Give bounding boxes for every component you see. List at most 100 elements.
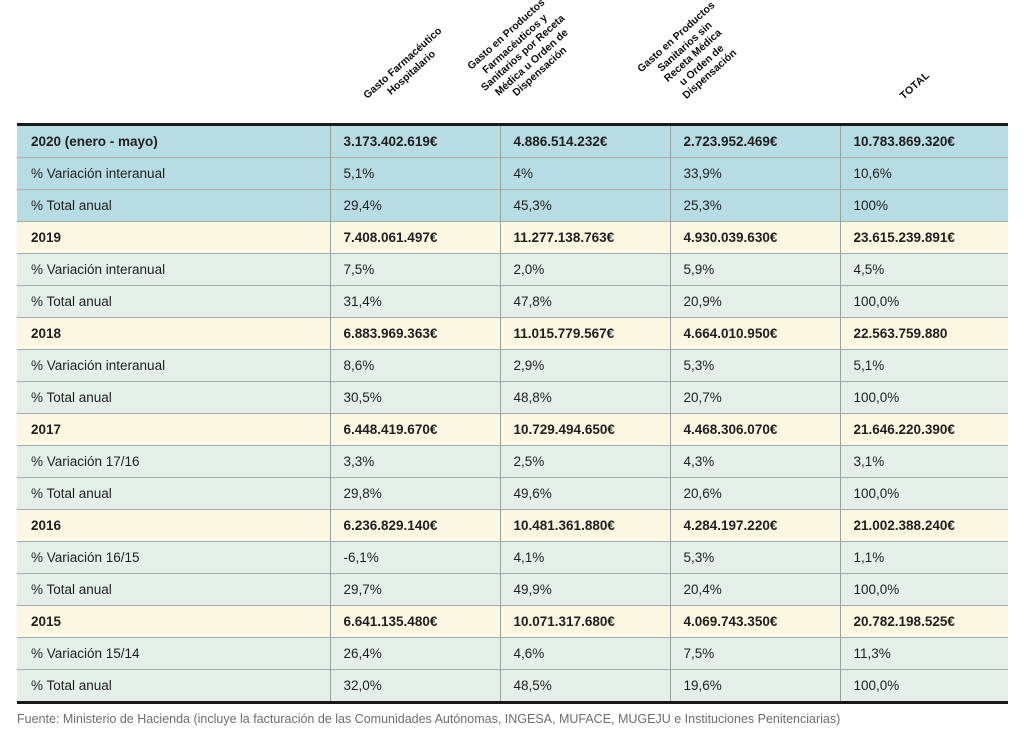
column-header-total: TOTAL [897,69,933,103]
cell-value: 8,6% [329,348,500,382]
cell-value: 7.408.061.497€ [329,220,500,254]
cell-value: 100,0% [839,573,1008,606]
row-label: % Variación 15/14 [17,637,330,670]
table-row: % Total anual 29,4% 45,3% 25,3% 100% [17,188,1008,222]
row-label: % Total anual [17,477,330,510]
cell-value: 10.783.869.320€ [839,126,1008,158]
table-row: % Variación interanual 7,5% 2,0% 5,9% 4,5% [17,252,1008,286]
cell-value: 21.002.388.240€ [839,509,1008,542]
cell-value: 100,0% [839,380,1008,414]
row-label: % Total anual [17,669,330,701]
cell-value: 2.723.952.469€ [669,126,840,158]
cell-value: 33,9% [669,156,840,190]
table-row: % Variación 16/15 -6,1% 4,1% 5,3% 1,1% [17,541,1008,574]
table-row: 2018 6.883.969.363€ 11.015.779.567€ 4.664.0… [17,316,1008,350]
cell-value: 4.468.306.070€ [669,412,840,446]
cell-value: 4.664.010.950€ [669,316,840,350]
row-label: 2016 [17,509,330,542]
cell-value: 4% [499,156,670,190]
cell-value: 10,6% [839,156,1008,190]
cell-value: 48,8% [499,380,670,414]
cell-value: 4.284.197.220€ [669,509,840,542]
cell-value: -6,1% [329,541,500,574]
cell-value: 11.277.138.763€ [499,220,670,254]
cell-value: 3.173.402.619€ [329,126,500,158]
table-row: 2017 6.448.419.670€ 10.729.494.650€ 4.468.3… [17,412,1008,446]
cell-value: 22.563.759.880 [839,316,1008,350]
row-label: % Total anual [17,188,330,222]
row-label: % Variación interanual [17,348,330,382]
cell-value: 5,3% [669,541,840,574]
cell-value: 26,4% [329,637,500,670]
cell-value: 5,9% [669,252,840,286]
cell-value: 2,5% [499,444,670,478]
cell-value: 49,9% [499,573,670,606]
cell-value: 11,3% [839,637,1008,670]
cell-value: 31,4% [329,284,500,318]
cell-value: 20,4% [669,573,840,606]
cell-value: 3,3% [329,444,500,478]
row-label: 2015 [17,605,330,638]
row-label: 2017 [17,412,330,446]
table-row: % Variación interanual 5,1% 4% 33,9% 10,6% [17,156,1008,190]
row-label: % Total anual [17,380,330,414]
table-row: % Variación 17/16 3,3% 2,5% 4,3% 3,1% [17,444,1008,478]
cell-value: 47,8% [499,284,670,318]
table-row: 2019 7.408.061.497€ 11.277.138.763€ 4.930.0… [17,220,1008,254]
cell-value: 10.481.361.880€ [499,509,670,542]
row-label: % Total anual [17,284,330,318]
cell-value: 6.641.135.480€ [329,605,500,638]
cell-value: 29,7% [329,573,500,606]
cell-value: 1,1% [839,541,1008,574]
row-label: % Variación interanual [17,252,330,286]
cell-value: 2,9% [499,348,670,382]
row-label: % Variación 17/16 [17,444,330,478]
cell-value: 48,5% [499,669,670,701]
row-label: 2019 [17,220,330,254]
cell-value: 4,5% [839,252,1008,286]
source-note: Fuente: Ministerio de Hacienda (incluye … [17,712,841,726]
cell-value: 3,1% [839,444,1008,478]
table-body: 2020 (enero - mayo) 3.173.402.619€ 4.886.5… [17,126,1008,701]
cell-value: 11.015.779.567€ [499,316,670,350]
table-row: 2016 6.236.829.140€ 10.481.361.880€ 4.284.1… [17,509,1008,542]
cell-value: 2,0% [499,252,670,286]
cell-value: 4,6% [499,637,670,670]
cell-value: 4.069.743.350€ [669,605,840,638]
table-row: % Total anual 30,5% 48,8% 20,7% 100,0% [17,380,1008,414]
cell-value: 6.883.969.363€ [329,316,500,350]
row-label: % Variación 16/15 [17,541,330,574]
cell-value: 100,0% [839,477,1008,510]
table-row: % Total anual 29,8% 49,6% 20,6% 100,0% [17,477,1008,510]
cell-value: 29,8% [329,477,500,510]
cell-value: 100,0% [839,284,1008,318]
row-label: 2018 [17,316,330,350]
cell-value: 6.236.829.140€ [329,509,500,542]
cell-value: 4.886.514.232€ [499,126,670,158]
table-row: % Variación 15/14 26,4% 4,6% 7,5% 11,3% [17,637,1008,670]
row-label: 2020 (enero - mayo) [17,126,330,158]
cell-value: 25,3% [669,188,840,222]
column-header-nonprescription-products-spending: Gasto en Productos Sanitarios sin Receta… [635,0,740,102]
spending-table-grid: 2020 (enero - mayo) 3.173.402.619€ 4.886.5… [17,126,1008,701]
cell-value: 6.448.419.670€ [329,412,500,446]
cell-value: 20,7% [669,380,840,414]
cell-value: 20,6% [669,477,840,510]
cell-value: 45,3% [499,188,670,222]
cell-value: 20,9% [669,284,840,318]
cell-value: 4,1% [499,541,670,574]
table-row: 2020 (enero - mayo) 3.173.402.619€ 4.886.5… [17,126,1008,158]
cell-value: 5,1% [839,348,1008,382]
cell-value: 10.071.317.680€ [499,605,670,638]
cell-value: 19,6% [669,669,840,701]
cell-value: 23.615.239.891€ [839,220,1008,254]
cell-value: 20.782.198.525€ [839,605,1008,638]
cell-value: 49,6% [499,477,670,510]
spending-table: 2020 (enero - mayo) 3.173.402.619€ 4.886.5… [17,123,1008,704]
table-row: % Total anual 29,7% 49,9% 20,4% 100,0% [17,573,1008,606]
cell-value: 30,5% [329,380,500,414]
row-label: % Total anual [17,573,330,606]
rotated-header-area: Gasto Farmacéutico Hospitalario Gasto en… [0,0,1024,123]
cell-value: 10.729.494.650€ [499,412,670,446]
